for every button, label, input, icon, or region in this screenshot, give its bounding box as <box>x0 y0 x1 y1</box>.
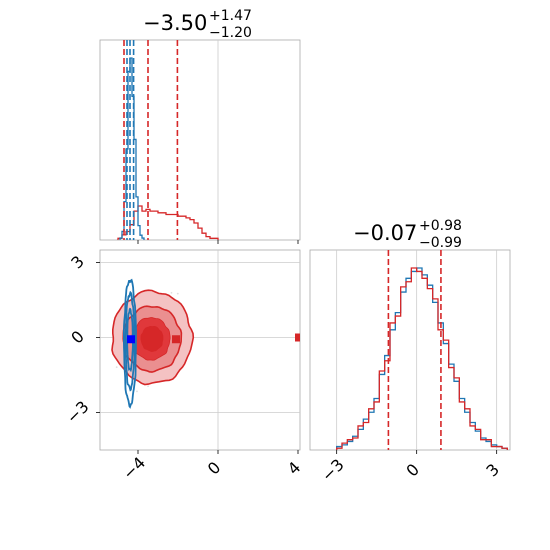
joint-x-tick-label: 0 <box>204 458 225 479</box>
point-estimate-marker-1 <box>172 335 180 344</box>
top-hist-blue <box>119 57 145 240</box>
scatter-point <box>115 366 118 369</box>
marginal-histogram-y: −3 0 3 −0.07 +0.98 −0.99 <box>309 218 511 485</box>
joint-x-tick-label: 4 <box>284 458 305 479</box>
point-estimate-marker-0 <box>127 335 135 344</box>
right-hist-red <box>336 267 508 450</box>
title-right-sub: −0.99 <box>419 235 462 251</box>
joint-y-tick-label: −3 <box>63 397 93 427</box>
title-top-sup: +1.47 <box>209 8 252 24</box>
joint-y-tick-label: 0 <box>67 327 88 348</box>
blue-contour-level-0 <box>123 278 137 409</box>
title-top-main: −3.50 <box>143 11 207 35</box>
title-right-sup: +0.98 <box>419 218 462 234</box>
scatter-point <box>170 291 173 294</box>
title-top-sub: −1.20 <box>209 25 252 41</box>
title-right-main: −0.07 <box>353 221 417 245</box>
right-x-tick-label: −3 <box>318 455 348 485</box>
joint-x-tick-label: −4 <box>119 453 149 483</box>
scatter-point <box>176 292 179 295</box>
scatter-point <box>147 385 149 388</box>
blue-contour-level-1 <box>124 290 136 392</box>
red-contour-level-3 <box>140 326 164 353</box>
truth-marker <box>295 333 300 342</box>
marginal-histogram-x: −3.50 +1.47 −1.20 <box>99 8 301 244</box>
scatter-point <box>136 390 138 393</box>
panel-right-frame <box>309 249 511 451</box>
right-x-tick-label: 3 <box>482 460 503 481</box>
joint-contour-panel: −4 0 4 3 0 −3 <box>63 249 305 483</box>
joint-y-tick-label: 3 <box>67 252 88 273</box>
top-hist-red <box>117 205 219 240</box>
right-x-tick-label: 0 <box>402 460 423 481</box>
